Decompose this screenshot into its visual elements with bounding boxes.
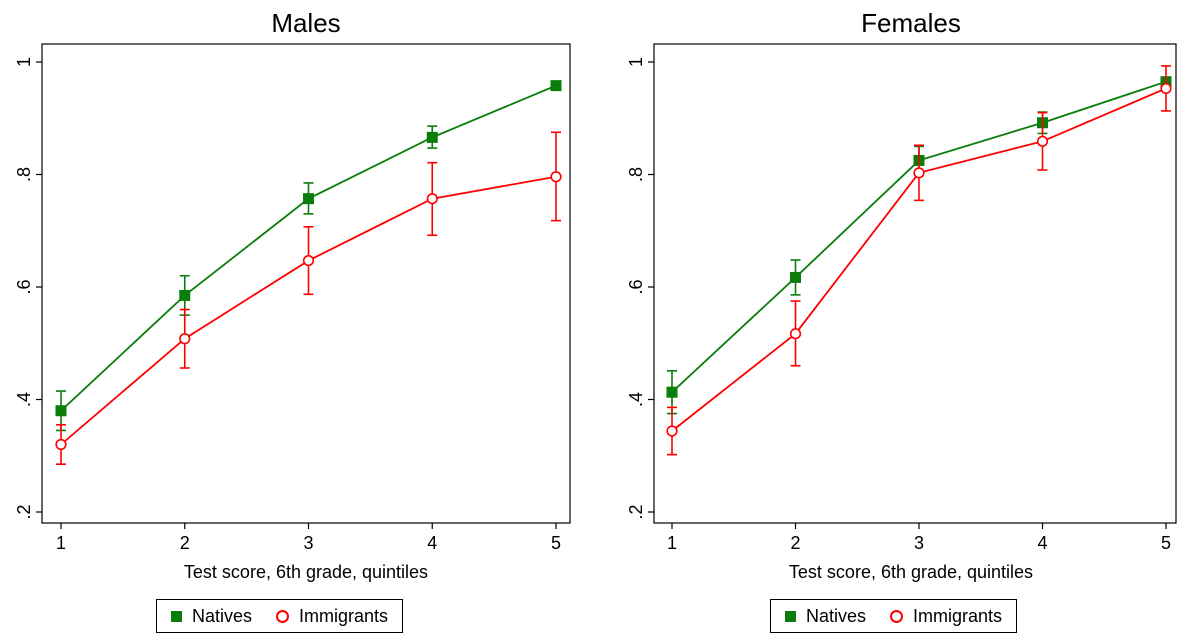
series-line-immigrants <box>671 87 1167 432</box>
chart-panel-males: Males .2 .4 .6 .8 1 1 2 3 4 5 Test score, 6th gra… <box>14 8 571 633</box>
data-point-immigrants <box>789 328 802 340</box>
legend: Natives Immigrants <box>770 599 1018 633</box>
data-point-immigrants <box>1036 135 1049 147</box>
y-tick-label: 1 <box>14 57 34 67</box>
legend: Natives Immigrants <box>156 599 404 633</box>
immigrants-marker-icon <box>890 609 904 623</box>
y-tick-label: .8 <box>14 167 34 182</box>
x-tick-label: 4 <box>427 533 437 553</box>
x-axis-label: Test score, 6th grade, quintiles <box>788 562 1034 582</box>
plot-area: .2 .4 .6 .8 1 1 2 3 4 5 <box>14 43 571 553</box>
y-tick-label: .4 <box>14 392 34 407</box>
data-point-immigrants <box>913 167 925 179</box>
legend-label: Immigrants <box>299 605 389 626</box>
data-point-natives <box>55 405 67 417</box>
data-point-natives <box>790 271 801 283</box>
natives-marker-icon <box>171 610 182 622</box>
x-axis-label: Test score, 6th grade, quintiles <box>183 562 429 582</box>
data-point-immigrants <box>550 171 562 183</box>
data-point-immigrants <box>179 333 191 345</box>
x-tick-label: 3 <box>914 533 924 553</box>
legend-item-natives: Natives <box>785 606 866 627</box>
data-point-immigrants <box>666 425 678 437</box>
chart-panel-females: Females .2 .4 .6 .8 1 1 2 3 4 5 Test score, 6th g… <box>590 0 1179 638</box>
series-line-natives <box>671 80 1167 393</box>
data-point-immigrants <box>1160 82 1172 95</box>
data-point-natives <box>666 386 678 398</box>
x-tick-label: 2 <box>180 533 190 553</box>
x-tick-label: 5 <box>1161 533 1171 553</box>
natives-marker-icon <box>785 610 796 622</box>
y-tick-label: .4 <box>626 392 646 407</box>
y-tick-label: .8 <box>626 167 646 182</box>
y-tick-label: .6 <box>14 279 34 294</box>
chart-title: Males <box>271 8 341 38</box>
legend-label: Natives <box>806 605 867 626</box>
legend-label: Natives <box>192 605 253 626</box>
data-point-immigrants <box>426 193 438 205</box>
x-tick-label: 5 <box>551 533 561 553</box>
x-tick-label: 3 <box>303 533 313 553</box>
plot-frame <box>41 43 571 524</box>
x-tick-label: 4 <box>1037 533 1047 553</box>
x-tick-label: 2 <box>790 533 800 553</box>
y-tick-label: .2 <box>626 504 646 519</box>
y-tick-label: 1 <box>626 57 646 67</box>
y-tick-label: .2 <box>14 504 34 519</box>
legend-item-natives: Natives <box>171 606 252 627</box>
data-point-natives <box>426 131 438 143</box>
data-point-natives <box>550 80 562 92</box>
immigrants-marker-icon <box>276 609 290 623</box>
data-point-immigrants <box>302 254 315 267</box>
data-point-natives <box>303 193 314 205</box>
x-tick-label: 1 <box>667 533 677 553</box>
data-point-natives <box>179 289 191 301</box>
y-tick-label: .6 <box>626 279 646 294</box>
plot-area: .2 .4 .6 .8 1 1 2 3 4 5 <box>626 43 1177 553</box>
legend-item-immigrants: Immigrants <box>276 606 388 627</box>
series-line-immigrants <box>60 175 557 446</box>
legend-item-immigrants: Immigrants <box>890 606 1002 627</box>
chart-title: Females <box>861 8 961 38</box>
x-tick-label: 1 <box>56 533 66 553</box>
plot-frame <box>653 43 1177 524</box>
legend-label: Immigrants <box>913 605 1003 626</box>
data-point-immigrants <box>55 438 67 451</box>
